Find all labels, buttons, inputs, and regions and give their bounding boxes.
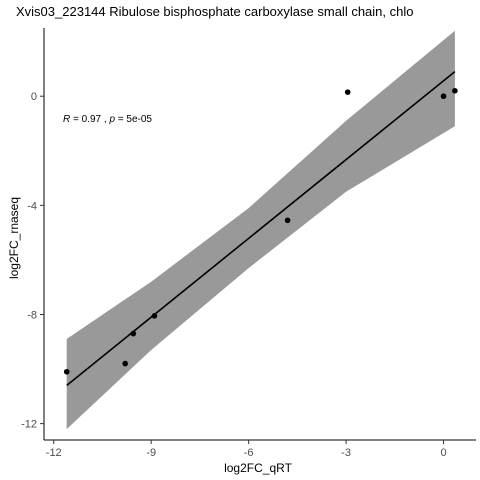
x-tick-label: 0 <box>440 447 446 459</box>
data-point-5 <box>284 217 291 224</box>
data-point-1 <box>63 368 70 375</box>
y-tick-label: -12 <box>21 419 37 431</box>
plot-area <box>63 30 458 430</box>
confidence-band <box>66 30 455 430</box>
y-axis: -12 -8 -4 0 <box>21 28 45 440</box>
data-point-2 <box>122 360 129 367</box>
x-axis: -12 -9 -6 -3 0 <box>44 439 476 459</box>
data-point-3 <box>130 330 137 337</box>
x-tick-label: -6 <box>244 447 254 459</box>
p-symbol: p <box>108 114 115 125</box>
y-tick-label: -8 <box>27 309 37 321</box>
r-value: = 0.97 , <box>70 114 109 125</box>
data-point-8 <box>452 87 458 94</box>
x-tick-label: -3 <box>341 447 351 459</box>
p-value: = 5e-05 <box>115 114 152 125</box>
x-tick-label: -12 <box>46 447 62 459</box>
chart-title: Xvis03_223144 Ribulose bisphosphate carb… <box>16 4 413 19</box>
y-axis-title: log2FC_rnaseq <box>7 197 21 279</box>
correlation-annotation: R = 0.97 , p = 5e-05 <box>63 114 152 125</box>
y-tick-label: -4 <box>27 200 37 212</box>
x-tick-label: -9 <box>146 447 156 459</box>
data-point-4 <box>151 313 158 319</box>
x-axis-title: log2FC_qRT <box>224 461 292 475</box>
r-symbol: R <box>63 114 70 125</box>
data-point-6 <box>344 89 351 95</box>
y-tick-label: 0 <box>31 91 37 103</box>
data-point-7 <box>440 93 447 100</box>
